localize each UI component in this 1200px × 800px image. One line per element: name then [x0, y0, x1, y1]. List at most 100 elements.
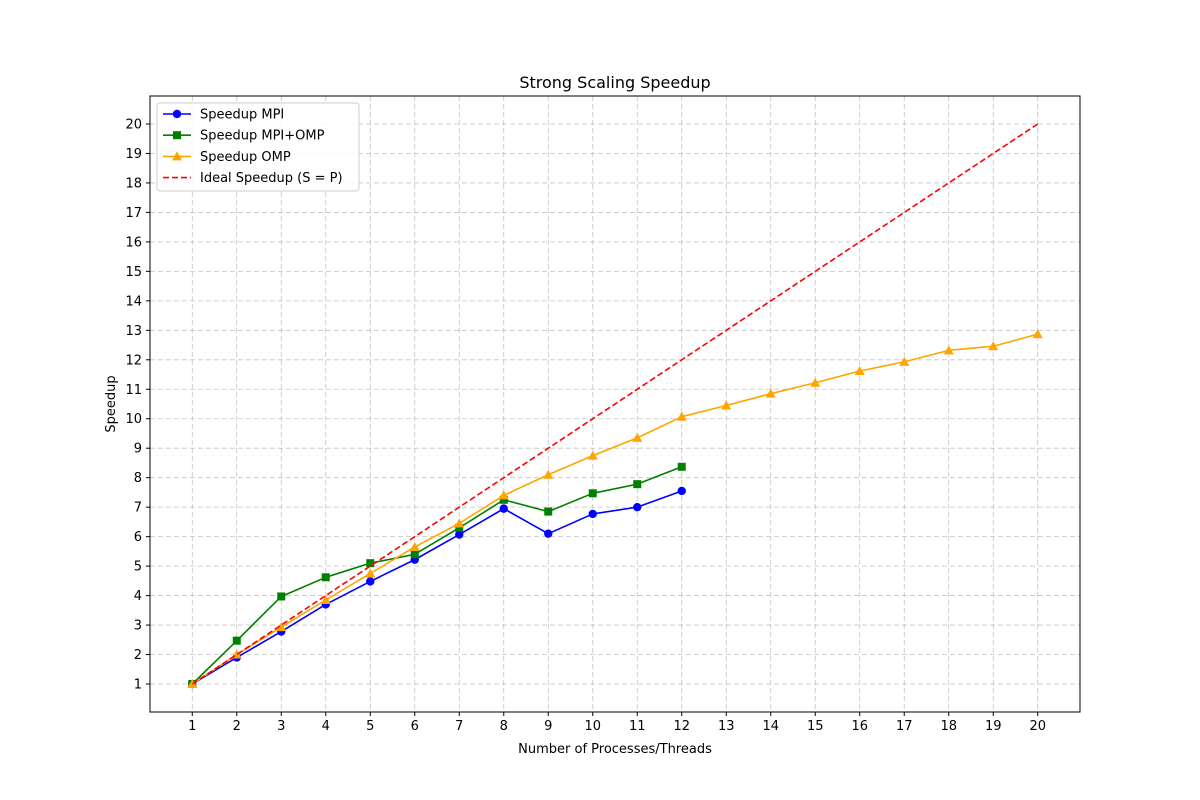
axis-ticks: 1 2 3 4 5 6 7 8 9 10 11 12 13 14 15 16 17 18 19 20123456789…	[125, 118, 1046, 735]
data-point	[677, 486, 686, 496]
series-4	[191, 123, 1039, 685]
legend-marker	[172, 151, 182, 161]
data-point	[320, 595, 331, 604]
x-tick-label: 8	[500, 719, 508, 734]
y-tick-label: 17	[125, 206, 142, 221]
y-tick-label: 13	[125, 324, 142, 339]
data-point	[543, 469, 554, 479]
data-point	[366, 559, 375, 568]
legend-marker	[172, 109, 182, 119]
data-point	[365, 568, 376, 578]
x-tick-label: 20	[1029, 719, 1046, 734]
data-point	[676, 411, 687, 421]
legend-entry: Speedup OMP	[200, 150, 291, 165]
series-2	[188, 462, 686, 688]
y-tick-label: 18	[125, 176, 142, 191]
y-tick-label: 1	[134, 678, 142, 693]
x-tick-label: 5	[366, 719, 374, 734]
y-tick-label: 11	[125, 383, 142, 398]
chart-title: Strong Scaling Speedup	[519, 73, 710, 92]
y-tick-label: 15	[125, 265, 142, 280]
x-tick-label: 16	[851, 719, 868, 734]
data-point	[454, 518, 465, 528]
x-tick-label: 6	[411, 719, 419, 734]
legend-entry: Speedup MPI	[200, 108, 284, 123]
x-tick-label: 19	[985, 719, 1002, 734]
data-point	[321, 573, 330, 582]
x-tick-label: 7	[455, 719, 463, 734]
x-tick-label: 13	[718, 719, 735, 734]
x-tick-label: 12	[673, 719, 690, 734]
data-point	[588, 489, 597, 498]
y-tick-label: 16	[125, 235, 142, 250]
x-tick-label: 14	[762, 719, 779, 734]
x-tick-label: 3	[277, 719, 285, 734]
data-point	[633, 502, 642, 512]
plot-series	[187, 123, 1043, 689]
data-point	[633, 480, 642, 489]
data-point	[588, 509, 597, 519]
data-point	[899, 356, 910, 366]
legend: Speedup MPI Speedup MPI+OMP Speedup OMP Ide…	[156, 102, 360, 192]
y-tick-label: 8	[134, 471, 142, 486]
x-tick-label: 10	[584, 719, 601, 734]
x-tick-label: 2	[233, 719, 241, 734]
data-point	[677, 462, 686, 471]
data-point	[810, 377, 821, 387]
plot-frame	[149, 95, 1081, 713]
data-point	[587, 450, 598, 460]
x-tick-label: 17	[896, 719, 913, 734]
y-tick-label: 2	[134, 648, 142, 663]
legend-marker	[173, 131, 181, 140]
data-point	[455, 523, 464, 532]
y-tick-label: 9	[134, 442, 142, 457]
data-point	[499, 495, 508, 504]
data-point	[943, 345, 954, 355]
series-line	[191, 490, 683, 685]
data-point	[276, 622, 287, 632]
data-point	[544, 529, 553, 538]
x-tick-label: 1	[188, 719, 196, 734]
y-tick-label: 14	[125, 294, 142, 309]
data-point	[765, 388, 776, 398]
data-point	[277, 592, 286, 601]
data-point	[544, 507, 553, 516]
data-point	[366, 577, 375, 586]
y-axis-label: Speedup	[104, 375, 119, 432]
data-point	[498, 490, 509, 500]
y-tick-label: 7	[134, 501, 142, 516]
y-tick-label: 19	[125, 147, 142, 162]
data-point	[988, 341, 999, 351]
data-point	[232, 636, 241, 645]
data-point	[499, 504, 508, 513]
x-tick-label: 15	[807, 719, 824, 734]
series-3	[187, 329, 1043, 688]
x-tick-label: 18	[940, 719, 957, 734]
y-tick-label: 10	[125, 412, 142, 427]
x-tick-label: 9	[544, 719, 552, 734]
series-line	[191, 466, 683, 685]
data-point	[721, 400, 732, 410]
data-point	[409, 541, 420, 551]
data-point	[455, 530, 464, 539]
data-point	[632, 432, 643, 442]
data-point	[410, 550, 419, 559]
legend-entry: Ideal Speedup (S = P)	[200, 171, 343, 186]
x-axis-label: Number of Processes/Threads	[518, 742, 712, 757]
y-tick-label: 12	[125, 353, 142, 368]
series-line	[191, 123, 1039, 685]
y-tick-label: 4	[134, 589, 142, 604]
y-tick-label: 20	[125, 118, 142, 133]
data-point	[1032, 329, 1043, 339]
x-tick-label: 11	[629, 719, 646, 734]
y-tick-label: 6	[134, 530, 142, 545]
legend-box	[156, 102, 360, 192]
series-1	[188, 486, 686, 689]
series-line	[191, 333, 1038, 685]
legend-entry: Speedup MPI+OMP	[200, 129, 325, 144]
data-point	[854, 365, 865, 375]
y-tick-label: 5	[134, 560, 142, 575]
y-tick-label: 3	[134, 619, 142, 634]
x-tick-label: 4	[322, 719, 330, 734]
